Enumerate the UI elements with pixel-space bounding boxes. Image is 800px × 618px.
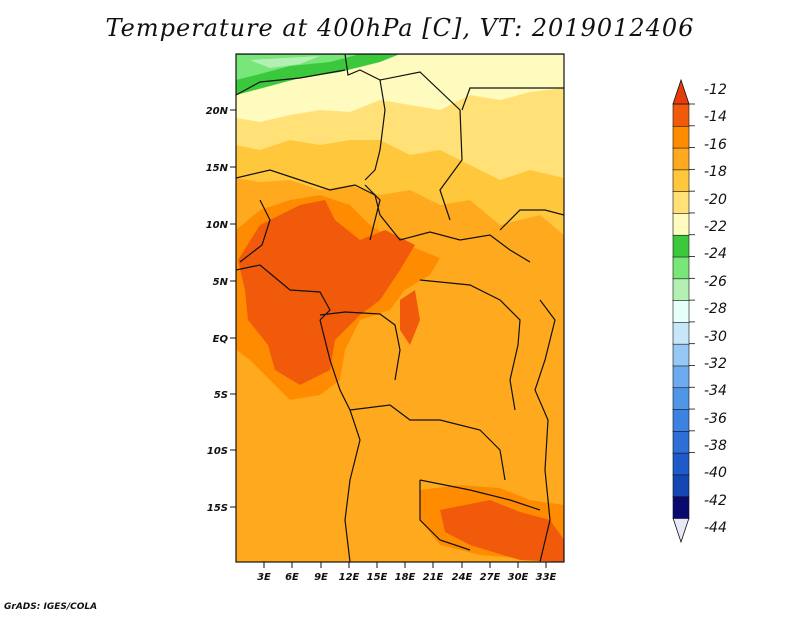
lon-tick-label: 24E (452, 572, 473, 583)
field-minus12-a (238, 200, 415, 385)
lon-tick-label: 21E (423, 572, 444, 583)
colorbar-label: -40 (704, 465, 727, 481)
colorbar-swatch (672, 321, 690, 345)
colorbar-swatch (672, 234, 690, 258)
colorbar-label: -18 (704, 164, 727, 180)
field-minus28 (250, 56, 320, 68)
colorbar-label: -44 (704, 520, 727, 536)
lon-tick-label: 33E (536, 572, 557, 583)
chart-title: Temperature at 400hPa [C], VT: 201901240… (105, 14, 695, 42)
colorbar-swatch (672, 103, 690, 127)
colorbar-label: -22 (704, 219, 727, 235)
colorbar-max-arrow (672, 78, 690, 105)
colorbar-label: -14 (704, 109, 727, 125)
latitude-axis: 20N 15N 10N 5N EQ 5S 10S 15S (206, 106, 236, 514)
colorbar-label: -28 (704, 301, 727, 317)
lat-tick-label: 10S (207, 446, 228, 457)
colorbar-label: -36 (704, 411, 727, 427)
colorbar-swatch (672, 386, 690, 410)
colorbar-label: -34 (704, 383, 727, 399)
colorbar-swatch (672, 169, 690, 192)
colorbar-swatch (672, 365, 690, 389)
colorbar-swatch (672, 147, 690, 171)
colorbar-swatch (672, 430, 690, 454)
country-borders (236, 54, 564, 562)
lat-tick-label: EQ (213, 334, 229, 345)
colorbar-swatch (672, 278, 690, 301)
lat-tick-label: 10N (206, 220, 229, 231)
colorbar-swatch (672, 495, 690, 519)
colorbar-label: -26 (704, 274, 727, 290)
lat-tick-label: 15S (207, 503, 228, 514)
lat-tick-label: 15N (206, 163, 229, 174)
lon-tick-label: 15E (367, 572, 388, 583)
colorbar-label: -32 (704, 356, 727, 372)
colorbar-swatch (672, 474, 690, 498)
lon-tick-label: 6E (285, 572, 299, 583)
colorbar-swatch (672, 408, 690, 432)
colorbar-swatch (672, 190, 690, 214)
map-frame (235, 53, 565, 563)
lat-tick-label: 5S (214, 390, 228, 401)
lon-tick-label: 18E (395, 572, 416, 583)
colorbar-swatch (672, 212, 690, 236)
colorbar-swatch (672, 256, 690, 280)
field-minus12-c (400, 290, 420, 345)
colorbar-swatch (672, 125, 690, 149)
colorbar-label: -30 (704, 329, 727, 345)
field-minus12-b (440, 500, 564, 562)
lon-tick-label: 9E (314, 572, 328, 583)
colorbar-label: -20 (704, 192, 727, 208)
lon-tick-label: 30E (508, 572, 529, 583)
colorbar-label: -24 (704, 246, 727, 262)
colorbar-swatch (672, 452, 690, 476)
colorbar-swatch (672, 343, 690, 367)
colorbar-label: -42 (704, 493, 727, 509)
longitude-axis: 3E 6E 9E 12E 15E 18E 21E 24E 27E 30E 33E (257, 562, 557, 583)
colorbar-label: -16 (704, 137, 727, 153)
grads-credit: GrADS: IGES/COLA (4, 602, 98, 612)
lat-tick-label: 20N (206, 106, 229, 117)
colorbar-label: -38 (704, 438, 727, 454)
temperature-field (236, 54, 564, 562)
colorbar-labels: -12 -14 -16 -18 -20 -22 -24 -26 -28 -30 … (704, 82, 727, 536)
colorbar-label: -12 (704, 82, 727, 98)
lon-tick-label: 12E (339, 572, 360, 583)
colorbar (672, 78, 695, 544)
colorbar-swatch (672, 299, 690, 323)
lon-tick-label: 3E (257, 572, 271, 583)
lon-tick-label: 27E (480, 572, 501, 583)
colorbar-min-arrow (672, 517, 690, 544)
lat-tick-label: 5N (213, 277, 229, 288)
